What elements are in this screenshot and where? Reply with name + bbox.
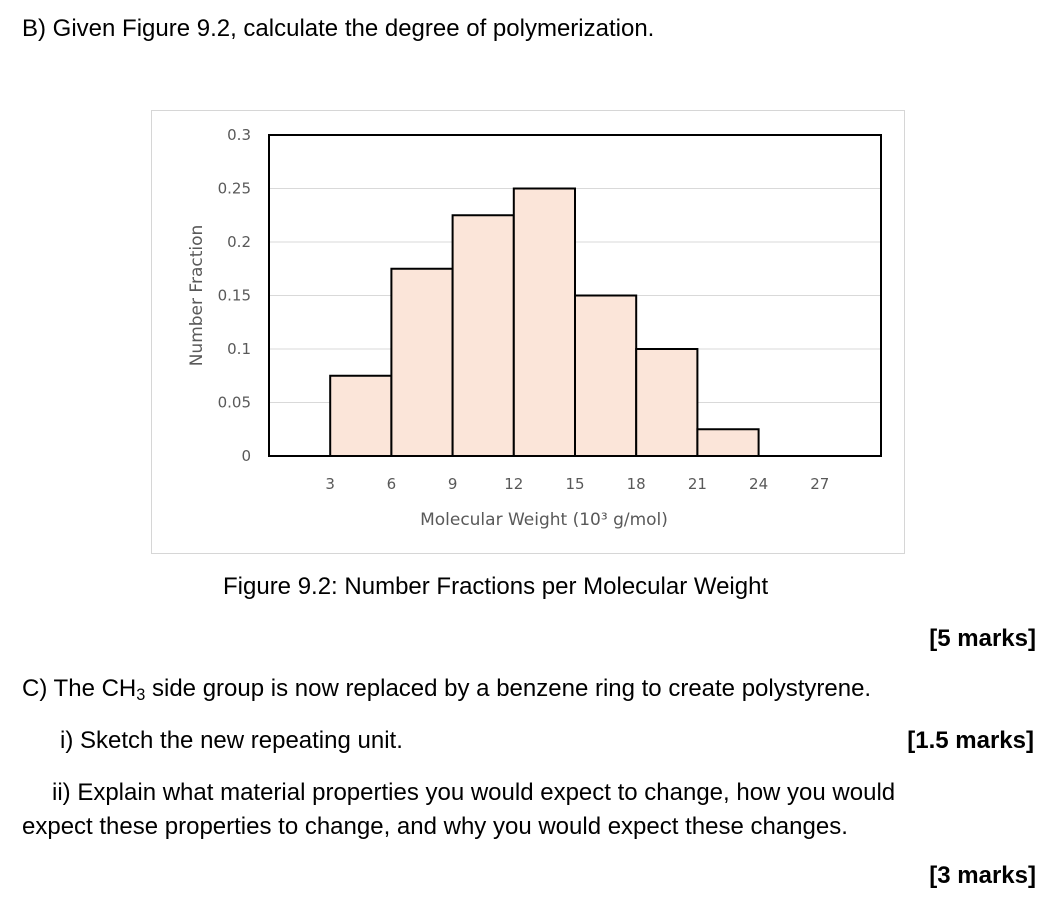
x-tick-label: 27 [810,475,829,493]
histogram-bar [512,187,576,457]
x-tick-label: 3 [325,475,335,493]
y-tick-label: 0.05 [218,394,251,412]
marks-i: [1.5 marks] [907,727,1034,754]
x-tick-label: 6 [387,475,397,493]
histogram-bar [696,428,760,457]
histogram-bar [390,267,454,457]
figure-caption: Figure 9.2: Number Fractions per Molecul… [223,573,769,600]
part-i: i) Sketch the new repeating unit. [60,727,403,754]
marks-ii: [3 marks] [929,862,1036,889]
figure-9-2-chart: 0 0.05 0.1 0.15 0.2 0.25 0.3 3 6 9 12 15 18 21 24 27 Mol… [151,110,905,554]
histogram-svg: 0 0.05 0.1 0.15 0.2 0.25 0.3 3 6 9 12 15 18 21 24 27 Mol… [187,126,882,530]
y-axis-title: Number Fraction [187,225,207,367]
part-ii-line-2: expect these properties to change, and w… [22,813,848,840]
y-tick-label: 0.25 [218,180,251,198]
y-tick-label: 0 [241,447,251,465]
question-c-prefix: C) The CH [22,675,137,702]
plot-frame [268,134,882,457]
y-tick-label: 0.2 [227,233,251,251]
y-tick-label: 0.1 [227,340,251,358]
x-tick-label: 21 [688,475,707,493]
question-c-suffix: side group is now replaced by a benzene … [145,675,872,702]
x-tick-label: 24 [749,475,768,493]
x-tick-label: 18 [627,475,646,493]
x-axis-title: Molecular Weight (10³ g/mol) [420,510,668,530]
part-ii-line-1: ii) Explain what material properties you… [52,779,896,806]
x-tick-label: 9 [448,475,458,493]
question-c-subscript: 3 [136,686,146,705]
y-tick-label: 0.15 [218,287,251,305]
question-b: B) Given Figure 9.2, calculate the degre… [22,15,655,42]
x-tick-label: 15 [565,475,584,493]
x-tick-label: 12 [504,475,523,493]
histogram-bar [451,214,515,457]
y-tick-label: 0.3 [227,126,251,144]
histogram-bar [574,294,638,457]
marks-b: [5 marks] [929,625,1036,652]
histogram-bar [329,374,393,457]
question-c: C) The CH3 side group is now replaced by… [22,674,871,704]
histogram-bar [635,348,699,457]
